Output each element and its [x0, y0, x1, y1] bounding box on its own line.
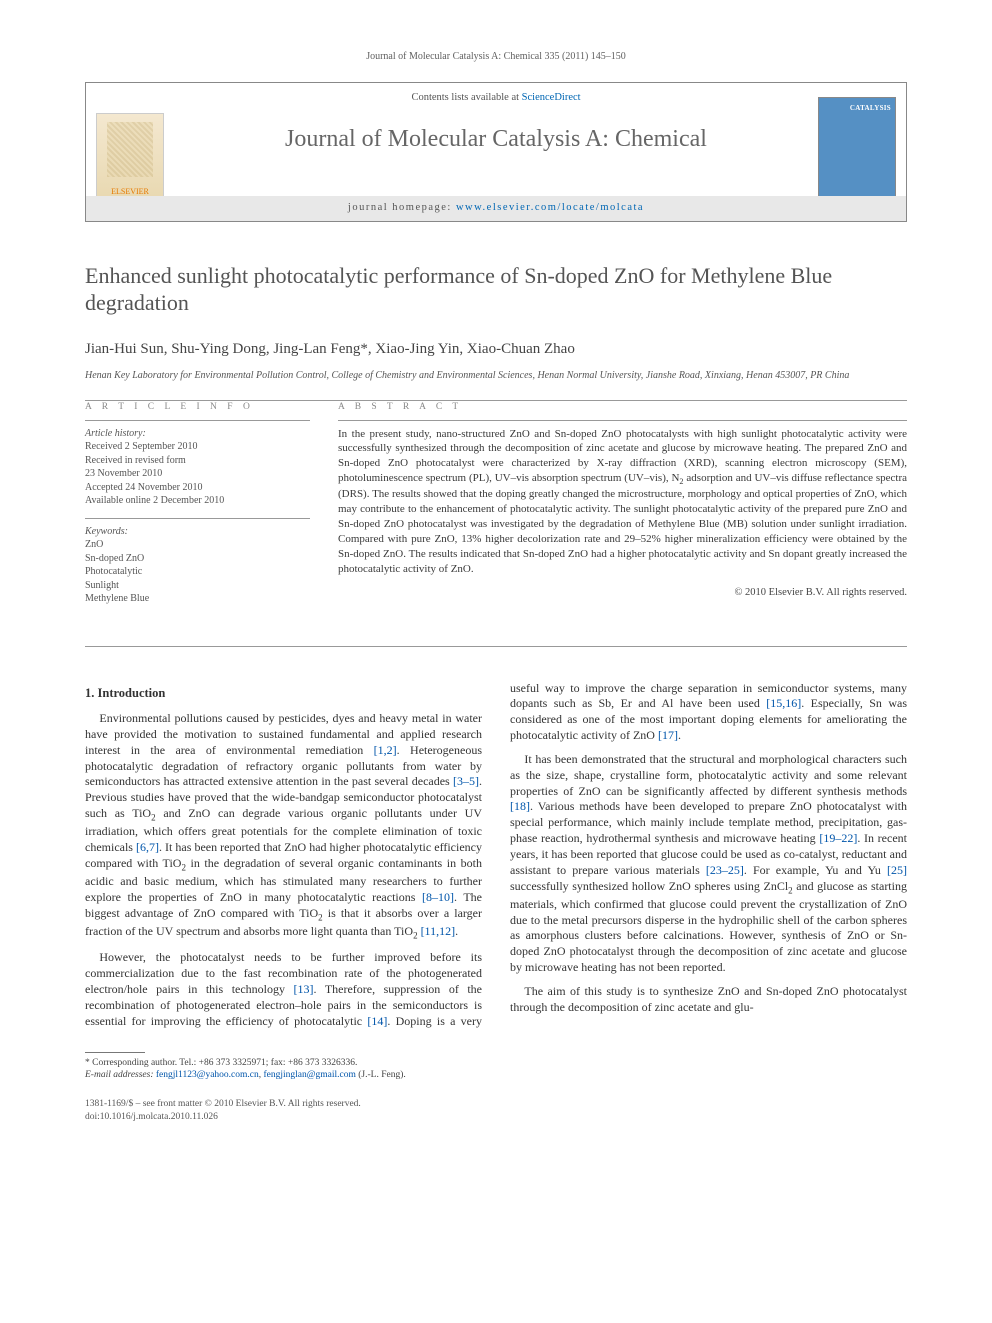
email-line: E-mail addresses: fengjl1123@yahoo.com.c…: [85, 1069, 481, 1082]
homepage-link[interactable]: www.elsevier.com/locate/molcata: [456, 202, 644, 213]
homepage-prefix: journal homepage:: [348, 202, 456, 213]
keywords-block: Keywords: ZnO Sn-doped ZnO Photocatalyti…: [85, 525, 310, 606]
sciencedirect-link[interactable]: ScienceDirect: [522, 92, 581, 103]
keywords-label: Keywords:: [85, 525, 310, 539]
history-label: Article history:: [85, 427, 310, 441]
section-heading: 1. Introduction: [85, 685, 482, 702]
masthead-contents-line: Contents lists available at ScienceDirec…: [86, 83, 906, 109]
footnote-separator: [85, 1052, 145, 1053]
masthead-homepage-line: journal homepage: www.elsevier.com/locat…: [86, 196, 906, 220]
body-paragraph: It has been demonstrated that the struct…: [510, 752, 907, 976]
abstract-text: In the present study, nano-structured Zn…: [338, 427, 907, 577]
elsevier-logo: ELSEVIER: [96, 113, 164, 203]
doi-line: doi:10.1016/j.molcata.2010.11.026: [85, 1111, 481, 1124]
footer-spacer: [509, 1030, 907, 1124]
abstract-heading: A B S T R A C T: [338, 401, 907, 414]
divider: [85, 420, 310, 421]
footer-row: * Corresponding author. Tel.: +86 373 33…: [85, 1030, 907, 1124]
masthead: ELSEVIER CATALYSIS Contents lists availa…: [85, 82, 907, 222]
body-paragraph: Environmental pollutions caused by pesti…: [85, 711, 482, 942]
affiliation: Henan Key Laboratory for Environmental P…: [85, 369, 907, 382]
bottom-meta: 1381-1169/$ – see front matter © 2010 El…: [85, 1098, 481, 1124]
history-line: Available online 2 December 2010: [85, 494, 310, 508]
history-line: Received in revised form: [85, 454, 310, 468]
copyright-line: © 2010 Elsevier B.V. All rights reserved…: [338, 586, 907, 600]
keyword: Sunlight: [85, 579, 310, 593]
article-title: Enhanced sunlight photocatalytic perform…: [85, 262, 907, 317]
corresponding-author: * Corresponding author. Tel.: +86 373 33…: [85, 1057, 481, 1070]
history-line: Received 2 September 2010: [85, 440, 310, 454]
journal-name: Journal of Molecular Catalysis A: Chemic…: [86, 123, 906, 155]
keyword: Methylene Blue: [85, 592, 310, 606]
authors: Jian-Hui Sun, Shu-Ying Dong, Jing-Lan Fe…: [85, 339, 907, 359]
footnotes: * Corresponding author. Tel.: +86 373 33…: [85, 1057, 481, 1083]
abstract-column: A B S T R A C T In the present study, na…: [338, 401, 907, 616]
journal-cover-thumbnail: CATALYSIS: [818, 97, 896, 201]
divider: [85, 518, 310, 519]
body-paragraph: The aim of this study is to synthesize Z…: [510, 984, 907, 1016]
email-label: E-mail addresses:: [85, 1070, 156, 1080]
issn-line: 1381-1169/$ – see front matter © 2010 El…: [85, 1098, 481, 1111]
divider: [85, 646, 907, 647]
keyword: ZnO: [85, 538, 310, 552]
contents-prefix: Contents lists available at: [411, 92, 521, 103]
email-suffix: (J.-L. Feng).: [356, 1070, 406, 1080]
keyword: Sn-doped ZnO: [85, 552, 310, 566]
article-history-block: Article history: Received 2 September 20…: [85, 427, 310, 508]
page: Journal of Molecular Catalysis A: Chemic…: [0, 0, 992, 1164]
body-columns: 1. Introduction Environmental pollutions…: [85, 681, 907, 1030]
divider: [338, 420, 907, 421]
info-abstract-row: A R T I C L E I N F O Article history: R…: [85, 401, 907, 616]
email-link[interactable]: fengjl1123@yahoo.com.cn: [156, 1070, 259, 1080]
article-info-heading: A R T I C L E I N F O: [85, 401, 310, 414]
journal-cover-label: CATALYSIS: [823, 104, 891, 113]
running-header: Journal of Molecular Catalysis A: Chemic…: [85, 50, 907, 64]
history-line: Accepted 24 November 2010: [85, 481, 310, 495]
history-line: 23 November 2010: [85, 467, 310, 481]
keyword: Photocatalytic: [85, 565, 310, 579]
footer-left: * Corresponding author. Tel.: +86 373 33…: [85, 1030, 481, 1124]
article-info-column: A R T I C L E I N F O Article history: R…: [85, 401, 310, 616]
email-link[interactable]: fengjinglan@gmail.com: [264, 1070, 356, 1080]
